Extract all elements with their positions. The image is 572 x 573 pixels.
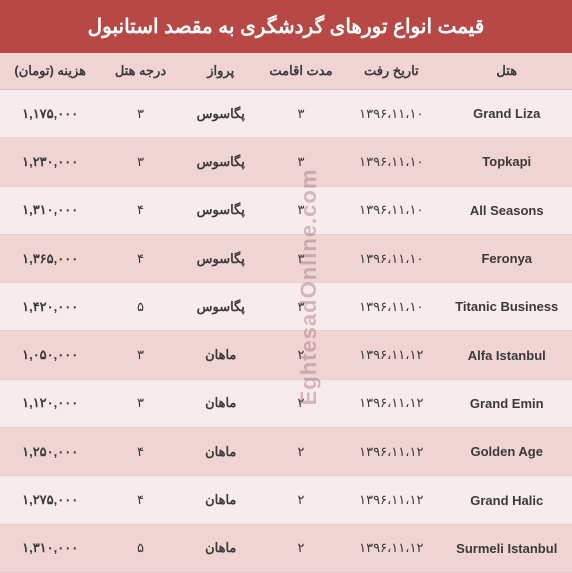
- cell-hotel: All Seasons: [441, 186, 572, 234]
- cell-nights: ۲: [261, 524, 341, 572]
- cell-hotel: Topkapi: [441, 138, 572, 186]
- cell-price: ۱,۰۵۰,۰۰۰: [0, 331, 100, 379]
- cell-rating: ۳: [100, 90, 180, 138]
- cell-airline: پگاسوس: [181, 234, 261, 282]
- cell-date: ۱۳۹۶،۱۱،۱۰: [341, 138, 441, 186]
- cell-airline: پگاسوس: [181, 283, 261, 331]
- table-row: ۱,۳۱۰,۰۰۰۵ماهان۲۱۳۹۶،۱۱،۱۲Surmeli Istanb…: [0, 524, 572, 572]
- col-header-nights: مدت اقامت: [261, 53, 341, 90]
- page-title: قیمت انواع تورهای گردشگری به مقصد استانب…: [0, 0, 572, 53]
- col-header-date: تاریخ رفت: [341, 53, 441, 90]
- table-row: ۱,۴۲۰,۰۰۰۵پگاسوس۳۱۳۹۶،۱۱،۱۰Titanic Busin…: [0, 283, 572, 331]
- cell-hotel: Titanic Business: [441, 283, 572, 331]
- cell-nights: ۳: [261, 90, 341, 138]
- cell-rating: ۴: [100, 234, 180, 282]
- cell-airline: ماهان: [181, 379, 261, 427]
- table-row: ۱,۲۷۵,۰۰۰۴ماهان۲۱۳۹۶،۱۱،۱۲Grand Halic: [0, 476, 572, 524]
- cell-hotel: Grand Emin: [441, 379, 572, 427]
- price-table-container: قیمت انواع تورهای گردشگری به مقصد استانب…: [0, 0, 572, 573]
- table-header-row: هزینه (تومان) درجه هتل پرواز مدت اقامت ت…: [0, 53, 572, 90]
- cell-date: ۱۳۹۶،۱۱،۱۰: [341, 90, 441, 138]
- cell-date: ۱۳۹۶،۱۱،۱۰: [341, 283, 441, 331]
- cell-rating: ۳: [100, 331, 180, 379]
- cell-nights: ۲: [261, 428, 341, 476]
- cell-date: ۱۳۹۶،۱۱،۱۲: [341, 379, 441, 427]
- cell-price: ۱,۳۱۰,۰۰۰: [0, 524, 100, 572]
- cell-price: ۱,۲۷۵,۰۰۰: [0, 476, 100, 524]
- cell-price: ۱,۱۲۰,۰۰۰: [0, 379, 100, 427]
- cell-nights: ۳: [261, 186, 341, 234]
- cell-nights: ۲: [261, 379, 341, 427]
- cell-airline: پگاسوس: [181, 90, 261, 138]
- cell-date: ۱۳۹۶،۱۱،۱۲: [341, 476, 441, 524]
- cell-rating: ۴: [100, 428, 180, 476]
- cell-rating: ۴: [100, 186, 180, 234]
- cell-nights: ۲: [261, 331, 341, 379]
- col-header-price: هزینه (تومان): [0, 53, 100, 90]
- cell-nights: ۳: [261, 234, 341, 282]
- cell-hotel: Grand Halic: [441, 476, 572, 524]
- cell-airline: ماهان: [181, 331, 261, 379]
- cell-airline: ماهان: [181, 524, 261, 572]
- cell-rating: ۵: [100, 524, 180, 572]
- table-row: ۱,۲۳۰,۰۰۰۳پگاسوس۳۱۳۹۶،۱۱،۱۰Topkapi: [0, 138, 572, 186]
- tour-price-table: هزینه (تومان) درجه هتل پرواز مدت اقامت ت…: [0, 53, 572, 573]
- cell-price: ۱,۲۳۰,۰۰۰: [0, 138, 100, 186]
- table-row: ۱,۱۷۵,۰۰۰۳پگاسوس۳۱۳۹۶،۱۱،۱۰Grand Liza: [0, 90, 572, 138]
- cell-rating: ۴: [100, 476, 180, 524]
- cell-hotel: Feronya: [441, 234, 572, 282]
- cell-date: ۱۳۹۶،۱۱،۱۰: [341, 186, 441, 234]
- cell-rating: ۵: [100, 283, 180, 331]
- cell-nights: ۳: [261, 138, 341, 186]
- cell-date: ۱۳۹۶،۱۱،۱۲: [341, 331, 441, 379]
- cell-price: ۱,۳۱۰,۰۰۰: [0, 186, 100, 234]
- cell-airline: پگاسوس: [181, 138, 261, 186]
- cell-hotel: Golden Age: [441, 428, 572, 476]
- col-header-hotel: هتل: [441, 53, 572, 90]
- cell-nights: ۳: [261, 283, 341, 331]
- cell-airline: ماهان: [181, 428, 261, 476]
- table-row: ۱,۳۶۵,۰۰۰۴پگاسوس۳۱۳۹۶،۱۱،۱۰Feronya: [0, 234, 572, 282]
- cell-hotel: Alfa Istanbul: [441, 331, 572, 379]
- cell-hotel: Surmeli Istanbul: [441, 524, 572, 572]
- cell-hotel: Grand Liza: [441, 90, 572, 138]
- col-header-rating: درجه هتل: [100, 53, 180, 90]
- cell-rating: ۳: [100, 379, 180, 427]
- cell-price: ۱,۲۵۰,۰۰۰: [0, 428, 100, 476]
- table-row: ۱,۱۲۰,۰۰۰۳ماهان۲۱۳۹۶،۱۱،۱۲Grand Emin: [0, 379, 572, 427]
- table-body: ۱,۱۷۵,۰۰۰۳پگاسوس۳۱۳۹۶،۱۱،۱۰Grand Liza۱,۲…: [0, 90, 572, 573]
- cell-date: ۱۳۹۶،۱۱،۱۲: [341, 524, 441, 572]
- table-row: ۱,۰۵۰,۰۰۰۳ماهان۲۱۳۹۶،۱۱،۱۲Alfa Istanbul: [0, 331, 572, 379]
- cell-rating: ۳: [100, 138, 180, 186]
- cell-airline: ماهان: [181, 476, 261, 524]
- cell-price: ۱,۱۷۵,۰۰۰: [0, 90, 100, 138]
- cell-nights: ۲: [261, 476, 341, 524]
- cell-price: ۱,۴۲۰,۰۰۰: [0, 283, 100, 331]
- table-row: ۱,۲۵۰,۰۰۰۴ماهان۲۱۳۹۶،۱۱،۱۲Golden Age: [0, 428, 572, 476]
- cell-price: ۱,۳۶۵,۰۰۰: [0, 234, 100, 282]
- cell-date: ۱۳۹۶،۱۱،۱۰: [341, 234, 441, 282]
- col-header-airline: پرواز: [181, 53, 261, 90]
- cell-date: ۱۳۹۶،۱۱،۱۲: [341, 428, 441, 476]
- cell-airline: پگاسوس: [181, 186, 261, 234]
- table-row: ۱,۳۱۰,۰۰۰۴پگاسوس۳۱۳۹۶،۱۱،۱۰All Seasons: [0, 186, 572, 234]
